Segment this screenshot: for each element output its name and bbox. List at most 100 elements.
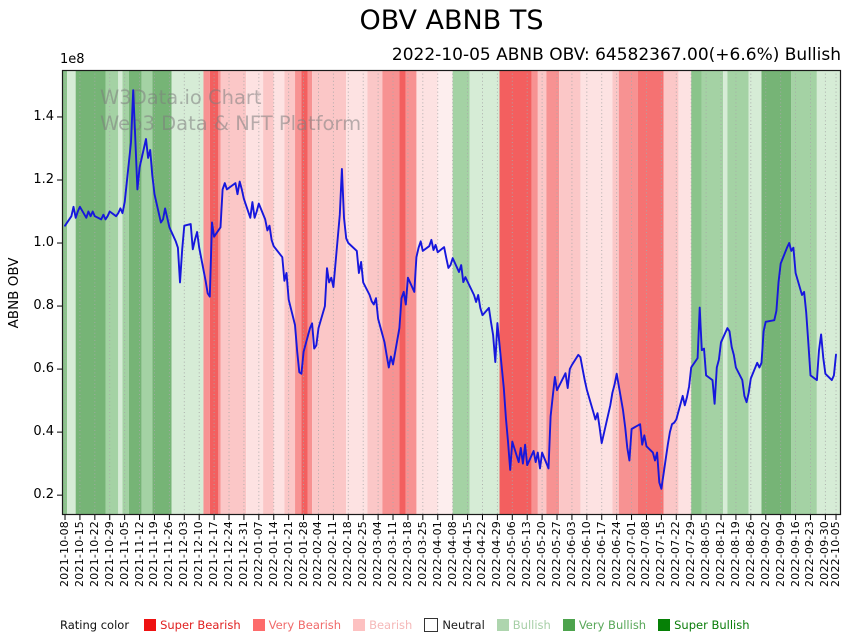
rating-band-very-bullish [691, 70, 702, 515]
obv-line-layer [64, 89, 837, 490]
plot-frame [61, 69, 842, 516]
x-tick-label: 2022-04-01 [430, 521, 444, 587]
rating-band-bearish [678, 70, 692, 515]
x-tick-label: 2021-12-24 [222, 521, 236, 587]
x-tick-label: 2022-01-14 [266, 521, 280, 587]
axes-frame [61, 69, 842, 516]
x-tick-label: 2022-08-26 [743, 521, 757, 587]
x-tick-label: 2021-12-03 [177, 521, 191, 587]
x-tick-label: 2021-12-31 [236, 521, 250, 587]
y-tick-label: 0.4 [33, 424, 54, 440]
rating-legend: Rating color Super Bearish Very Bearish Be… [60, 614, 750, 636]
rating-band-super-bearish [209, 70, 219, 515]
legend-item-label: Super Bearish [160, 618, 241, 632]
rating-band-bearish [312, 70, 347, 515]
rating-band-bearish [284, 70, 296, 515]
x-tick-label: 2022-07-22 [669, 521, 683, 587]
legend-item-bullish: Bullish [496, 618, 551, 632]
x-tick-label: 2022-05-06 [505, 521, 519, 587]
x-tick-label: 2022-07-01 [624, 521, 638, 587]
x-tick-label: 2021-11-19 [147, 521, 161, 587]
x-tick-label: 2022-05-27 [550, 521, 564, 587]
x-tick-label: 2022-04-15 [460, 521, 474, 587]
x-tick-label: 2021-11-26 [162, 521, 176, 587]
x-tick-label: 2022-10-05 [829, 521, 843, 587]
rating-band-very-bullish [452, 70, 470, 515]
y-axis-offset-label: 1e8 [60, 52, 85, 67]
legend-swatch-icon [424, 618, 439, 632]
rating-band-bearish [580, 70, 613, 515]
x-tick-label: 2022-04-22 [475, 521, 489, 587]
rating-band-very-bearish [618, 70, 638, 515]
legend-item-super-bullish: Super Bullish [658, 618, 750, 632]
x-tick-label: 2021-10-15 [72, 521, 86, 587]
rating-band-bullish [118, 70, 123, 515]
rating-band-very-bearish [307, 70, 313, 515]
legend-swatch-icon [252, 619, 265, 631]
rating-band-very-bearish [295, 70, 302, 515]
chart-title: OBV ABNB TS [359, 5, 544, 36]
y-tick-label: 1.4 [33, 108, 54, 124]
legend-item-super-bearish: Super Bearish [144, 618, 241, 632]
x-tick-label: 2022-03-11 [386, 521, 400, 587]
legend-item-very-bullish: Very Bullish [562, 618, 647, 632]
x-tick-label: 2022-07-29 [684, 521, 698, 587]
rating-band-bearish [416, 70, 438, 515]
x-tick-label: 2022-06-24 [609, 521, 623, 587]
rating-band-bearish [367, 70, 383, 515]
watermark-line-1: W3Data.io Chart [100, 86, 262, 109]
rating-band-bearish [346, 70, 368, 515]
chart-subtitle: 2022-10-05 ABNB OBV: 64582367.00(+6.6%) … [391, 45, 841, 65]
rating-band-bearish [246, 70, 264, 515]
rating-band-super-bearish [637, 70, 664, 515]
x-tick-label: 2022-09-02 [758, 521, 772, 587]
rating-band-very-bearish [531, 70, 538, 515]
y-tick-label: 0.2 [33, 487, 54, 503]
x-tick-label: 2022-04-29 [490, 521, 504, 587]
x-tick-label: 2022-06-10 [579, 521, 593, 587]
legend-item-label: Bullish [512, 618, 551, 632]
x-tick-label: 2021-10-22 [87, 521, 101, 587]
rating-band-bullish [748, 70, 762, 515]
rating-band-very-bearish [382, 70, 400, 515]
legend-title: Rating color [60, 618, 130, 632]
rating-band-very-bullish [105, 70, 119, 515]
x-tick-label: 2022-09-23 [803, 521, 817, 587]
x-tick-label: 2022-01-21 [281, 521, 295, 587]
x-tick-label: 2022-02-11 [326, 521, 340, 587]
legend-item-label: Neutral [442, 618, 485, 632]
x-tick-label: 2022-05-20 [535, 521, 549, 587]
rating-band-very-bullish [141, 70, 153, 515]
x-tick-label: 2021-11-12 [132, 521, 146, 587]
x-tick-label: 2022-02-18 [341, 521, 355, 587]
rating-band-super-bearish [499, 70, 532, 515]
legend-swatch-icon [353, 619, 366, 631]
legend-swatch-icon [496, 619, 509, 631]
y-tick-label: 0.6 [33, 361, 54, 377]
rating-band-very-bullish [62, 70, 68, 515]
rating-band-very-bullish [122, 70, 129, 515]
legend-swatch-icon [562, 619, 575, 631]
rating-band-super-bullish [152, 70, 172, 515]
x-tick-label: 2022-01-07 [251, 521, 265, 587]
legend-item-label: Very Bullish [578, 618, 647, 632]
rating-band-bearish [537, 70, 547, 515]
legend-item-label: Super Bullish [674, 618, 750, 632]
x-tick-label: 2022-09-16 [788, 521, 802, 587]
x-tick-label: 2021-11-05 [117, 521, 131, 587]
y-tick-label: 1.0 [33, 235, 54, 251]
rating-band-bullish [171, 70, 204, 515]
rating-band-bullish [67, 70, 76, 515]
x-tick-label: 2021-12-17 [207, 521, 221, 587]
x-tick-label: 2022-05-13 [520, 521, 534, 587]
rating-band-very-bearish [546, 70, 560, 515]
obv-line [64, 89, 837, 490]
rating-band-neutral [437, 70, 453, 515]
tick-marks-layer [57, 116, 837, 520]
x-tick-label: 2022-06-17 [594, 521, 608, 587]
rating-band-bearish [263, 70, 274, 515]
rating-band-bearish [273, 70, 285, 515]
x-tick-label: 2022-03-18 [400, 521, 414, 587]
x-tick-label: 2022-08-19 [728, 521, 742, 587]
